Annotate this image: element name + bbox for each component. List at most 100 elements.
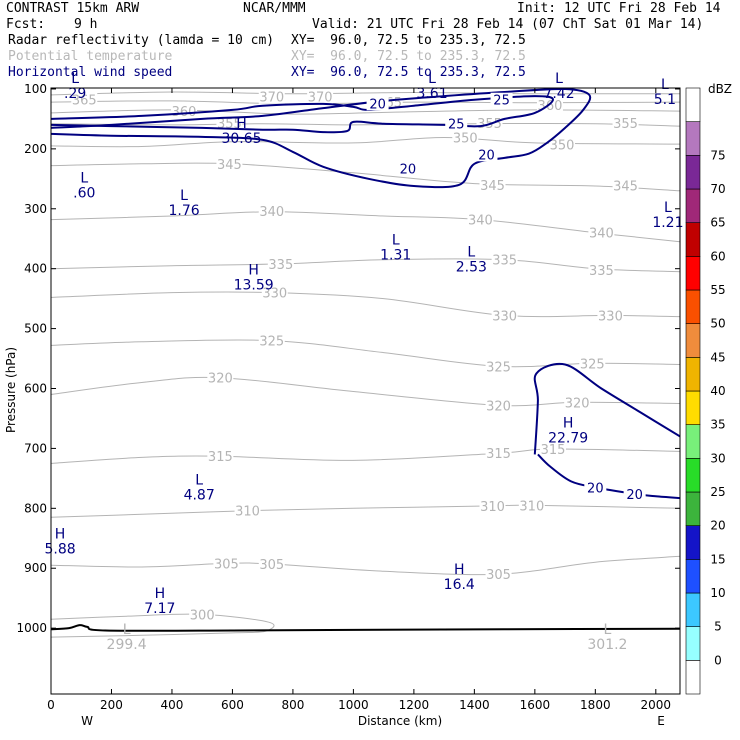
theta-label-bg [234, 503, 261, 518]
theta-contour-line [51, 136, 680, 148]
colorbar-swatch [685, 357, 701, 392]
x-tick-label: 400 [161, 698, 184, 712]
upper-band-line [51, 75, 680, 76]
theta-label-bg [307, 89, 334, 104]
hilo-value: .60 [73, 185, 95, 201]
wind-contour-line [533, 362, 680, 455]
wind-label: 20 [587, 481, 604, 496]
theta-label: 345 [480, 179, 505, 194]
wind-label-bg [623, 486, 646, 501]
colorbar-unit: dBZ [708, 82, 732, 96]
colorbar-label: 5 [714, 620, 722, 634]
colorbar-swatch [685, 660, 701, 695]
theta-label-bg [579, 356, 606, 371]
theta-label: 335 [589, 264, 614, 279]
hilo-kind: L [467, 245, 475, 261]
upper-band-line [51, 62, 680, 63]
init-time: Init: 12 UTC Fri 28 Feb 14 [517, 1, 721, 16]
colorbar-label: 60 [710, 249, 725, 263]
upper-band-line [51, 73, 680, 74]
colorbar-label: 30 [710, 451, 725, 465]
theta-label-bg [479, 177, 506, 192]
colorbar-label: 50 [710, 317, 725, 331]
colorbar-swatch [685, 289, 701, 324]
theta-label-bg [258, 204, 285, 219]
theta-label-bg [518, 498, 545, 513]
theta-label: 325 [259, 335, 284, 350]
y-tick-label: 300 [24, 202, 47, 216]
theta-label: 350 [550, 139, 575, 154]
east-label: E [657, 714, 665, 728]
hilo-value: .29 [64, 86, 86, 102]
upper-band-line [51, 70, 680, 71]
wind-label-bg [490, 92, 513, 107]
west-label: W [81, 714, 93, 728]
wind-label-bg [366, 96, 389, 111]
theta-label: 305 [214, 557, 239, 572]
theta-label-bg [588, 262, 615, 277]
x-tick-label: 800 [281, 698, 304, 712]
colorbar-swatch [685, 424, 701, 459]
hilo-value: 16.4 [444, 577, 475, 593]
wind-label: 25 [448, 118, 465, 133]
theta-label: 360 [538, 99, 563, 114]
colorbar-swatch [685, 525, 701, 560]
colorbar-swatch [685, 323, 701, 358]
hilo-kind: L [80, 170, 88, 186]
theta-label-bg [261, 285, 288, 300]
x-tick-label: 1000 [338, 698, 369, 712]
x-tick-label: 2000 [641, 698, 672, 712]
hilo-kind: L [180, 188, 188, 204]
theta-label: 320 [208, 372, 233, 387]
field3-name: Horizontal wind speed [8, 65, 173, 80]
wind-label-bg [475, 147, 498, 162]
x-axis-label: Distance (km) [358, 714, 442, 728]
hilo-kind: L [195, 472, 203, 488]
colorbar-swatch [685, 491, 701, 526]
y-tick-label: 100 [24, 82, 47, 96]
theta-label: 315 [541, 443, 566, 458]
hilo-value: 301.2 [587, 637, 627, 653]
model-title: CONTRAST 15km ARW [6, 1, 140, 16]
theta-label-bg [216, 156, 243, 171]
colorbar-label: 55 [710, 283, 725, 297]
theta-contour-line [51, 613, 275, 638]
upper-band-line [51, 72, 680, 73]
colorbar-swatch [685, 155, 701, 190]
x-tick-label: 0 [47, 698, 55, 712]
theta-label-bg [485, 359, 512, 374]
hilo-kind: L [71, 71, 79, 87]
colorbar-label: 20 [710, 519, 725, 533]
wind-label: 20 [400, 163, 417, 178]
wind-contour-line [51, 88, 592, 189]
theta-contour-line [51, 258, 680, 273]
colorbar-label: 75 [710, 148, 725, 162]
theta-label-bg [485, 398, 512, 413]
colorbar-label: 45 [710, 350, 725, 364]
terrain-surface-line [51, 624, 680, 632]
theta-label: 310 [235, 505, 260, 520]
hilo-kind: H [454, 562, 465, 578]
theta-label-bg [612, 116, 639, 131]
hilo-kind: H [563, 415, 574, 431]
theta-contour-line [51, 211, 680, 243]
y-tick-label: 700 [24, 441, 47, 455]
theta-label: 320 [565, 396, 590, 411]
y-tick-label: 200 [24, 142, 47, 156]
theta-contour-line [51, 448, 680, 464]
hilo-value: 5.1 [654, 92, 676, 108]
colorbar-label: 35 [710, 418, 725, 432]
theta-label: 340 [259, 205, 284, 220]
hilo-kind: H [236, 116, 247, 132]
theta-label: 350 [453, 131, 478, 146]
theta-label: 370 [259, 91, 284, 106]
hilo-value: 1.76 [168, 203, 199, 219]
colorbar-swatch [685, 626, 701, 661]
colorbar-swatch [685, 390, 701, 425]
hilo-value: 7.42 [543, 86, 574, 102]
hilo-value: 13.59 [234, 278, 274, 294]
theta-label: 340 [589, 227, 614, 242]
y-tick-label: 1000 [16, 621, 47, 635]
wind-label: 25 [493, 94, 510, 109]
